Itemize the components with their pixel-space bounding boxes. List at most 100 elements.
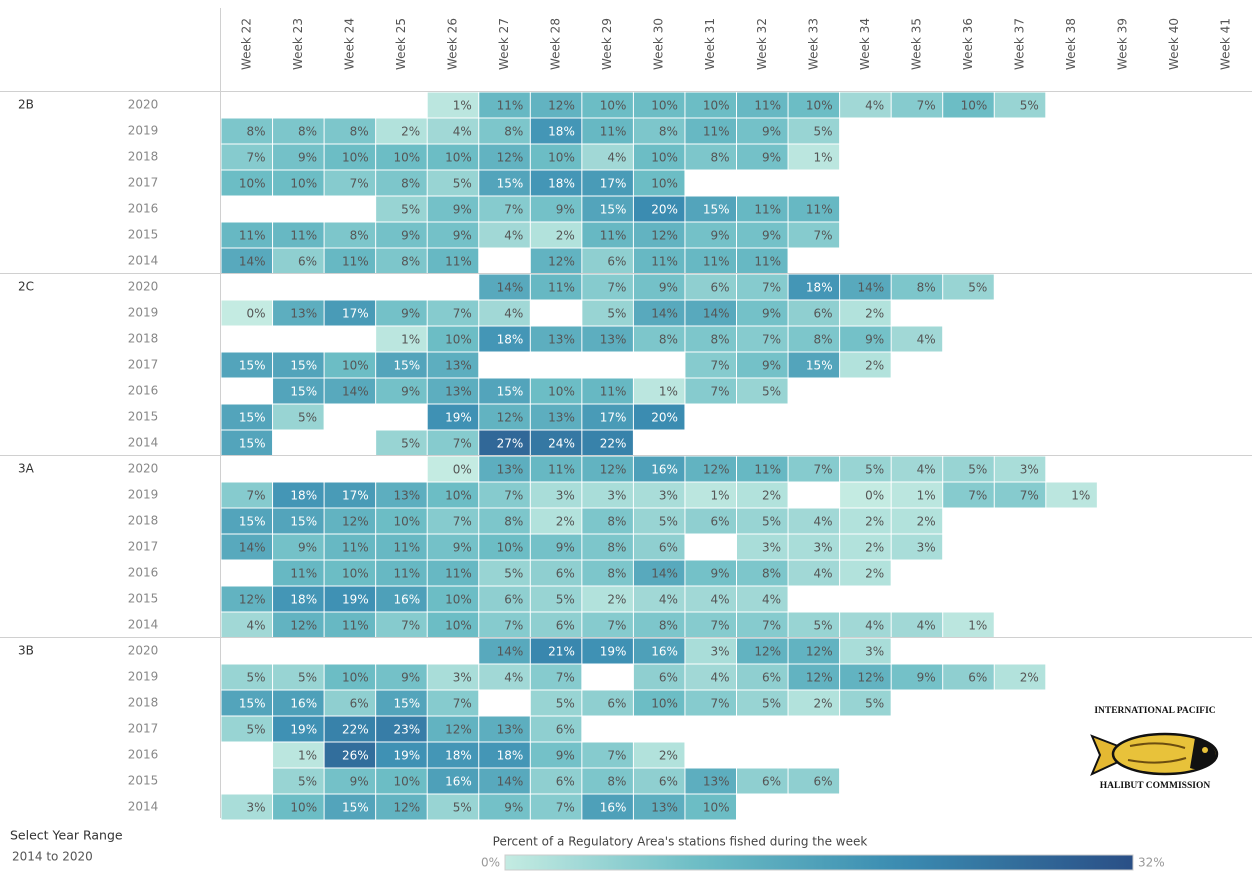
cell xyxy=(376,612,427,638)
cell-label: 11% xyxy=(394,567,421,581)
cell xyxy=(221,430,273,456)
cell xyxy=(273,794,324,820)
cell xyxy=(479,144,530,170)
cell xyxy=(479,664,530,690)
cell xyxy=(324,378,376,404)
cell xyxy=(530,456,582,482)
column-label: Week 38 xyxy=(1064,18,1078,70)
column-label: Week 37 xyxy=(1013,18,1027,70)
cell-label: 2% xyxy=(865,359,884,373)
column-label: Week 31 xyxy=(703,18,717,70)
cell-label: 6% xyxy=(814,307,833,321)
cell-label: 0% xyxy=(865,489,884,503)
cell xyxy=(582,274,633,300)
cell xyxy=(427,768,479,794)
column-label: Week 35 xyxy=(909,18,923,70)
row-label: 2017 xyxy=(128,358,159,372)
cell-label: 3% xyxy=(607,489,626,503)
cell xyxy=(994,664,1046,690)
filter-value[interactable]: 2014 to 2020 xyxy=(12,850,93,864)
cell xyxy=(530,170,582,196)
cell-label: 20% xyxy=(651,411,678,425)
cell xyxy=(427,404,479,430)
cell-label: 16% xyxy=(290,697,317,711)
cell xyxy=(273,404,324,430)
cell-label: 15% xyxy=(394,359,421,373)
cell-label: 17% xyxy=(342,489,369,503)
cell-label: 22% xyxy=(342,723,369,737)
cell-label: 7% xyxy=(607,619,626,633)
row-label: 2018 xyxy=(128,514,159,528)
cell-label: 12% xyxy=(806,671,833,685)
cell-label: 5% xyxy=(504,567,523,581)
cell xyxy=(530,222,582,248)
row-label: 2018 xyxy=(128,150,159,164)
cell-label: 14% xyxy=(651,567,678,581)
column-label: Week 24 xyxy=(342,18,356,70)
cell xyxy=(943,664,994,690)
row-label: 2015 xyxy=(128,592,159,606)
cell-label: 8% xyxy=(401,255,420,269)
column-label: Week 40 xyxy=(1167,18,1181,70)
cell xyxy=(633,612,685,638)
column-label: Week 26 xyxy=(445,18,459,70)
cell-label: 8% xyxy=(659,333,678,347)
cell xyxy=(788,222,840,248)
cell-label: 13% xyxy=(497,463,524,477)
cell xyxy=(221,664,273,690)
cell-label: 10% xyxy=(651,177,678,191)
cell-label: 6% xyxy=(659,541,678,555)
cell xyxy=(633,170,685,196)
cell xyxy=(376,794,427,820)
cell-label: 5% xyxy=(762,385,781,399)
cell-label: 5% xyxy=(247,671,266,685)
cell-label: 11% xyxy=(548,281,575,295)
cell xyxy=(737,248,788,274)
row-label: 2020 xyxy=(128,280,159,294)
cell-label: 2% xyxy=(1020,671,1039,685)
cell xyxy=(633,222,685,248)
cell xyxy=(479,118,530,144)
cell xyxy=(530,560,582,586)
cell-label: 2% xyxy=(401,125,420,139)
column-label: Week 22 xyxy=(239,18,253,70)
cell-label: 12% xyxy=(651,229,678,243)
cell xyxy=(479,430,530,456)
cell xyxy=(788,664,840,690)
cell xyxy=(479,196,530,222)
cell xyxy=(840,482,891,508)
cell xyxy=(273,352,324,378)
cell-label: 7% xyxy=(401,619,420,633)
cell xyxy=(582,638,633,664)
cell xyxy=(427,118,479,144)
cell xyxy=(737,664,788,690)
cell-label: 18% xyxy=(290,593,317,607)
cell xyxy=(530,508,582,534)
cell xyxy=(737,144,788,170)
cell xyxy=(633,274,685,300)
cell-label: 6% xyxy=(504,593,523,607)
cell-label: 1% xyxy=(814,151,833,165)
cell xyxy=(324,118,376,144)
cell xyxy=(427,794,479,820)
cell-label: 12% xyxy=(548,255,575,269)
cell xyxy=(324,586,376,612)
cell-label: 11% xyxy=(342,541,369,555)
cell-label: 1% xyxy=(453,99,472,113)
cell xyxy=(479,794,530,820)
cell-label: 27% xyxy=(497,437,524,451)
cell-label: 8% xyxy=(298,125,317,139)
cell-label: 11% xyxy=(548,463,575,477)
cell-label: 5% xyxy=(453,801,472,815)
row-label: 2019 xyxy=(128,306,159,320)
cell-label: 15% xyxy=(239,359,266,373)
cell xyxy=(530,690,582,716)
cell xyxy=(273,118,324,144)
cell xyxy=(685,300,736,326)
cell-label: 5% xyxy=(401,203,420,217)
cell-label: 5% xyxy=(556,593,575,607)
cell xyxy=(273,690,324,716)
cell xyxy=(221,222,273,248)
cell xyxy=(633,794,685,820)
column-label: Week 27 xyxy=(497,18,511,70)
